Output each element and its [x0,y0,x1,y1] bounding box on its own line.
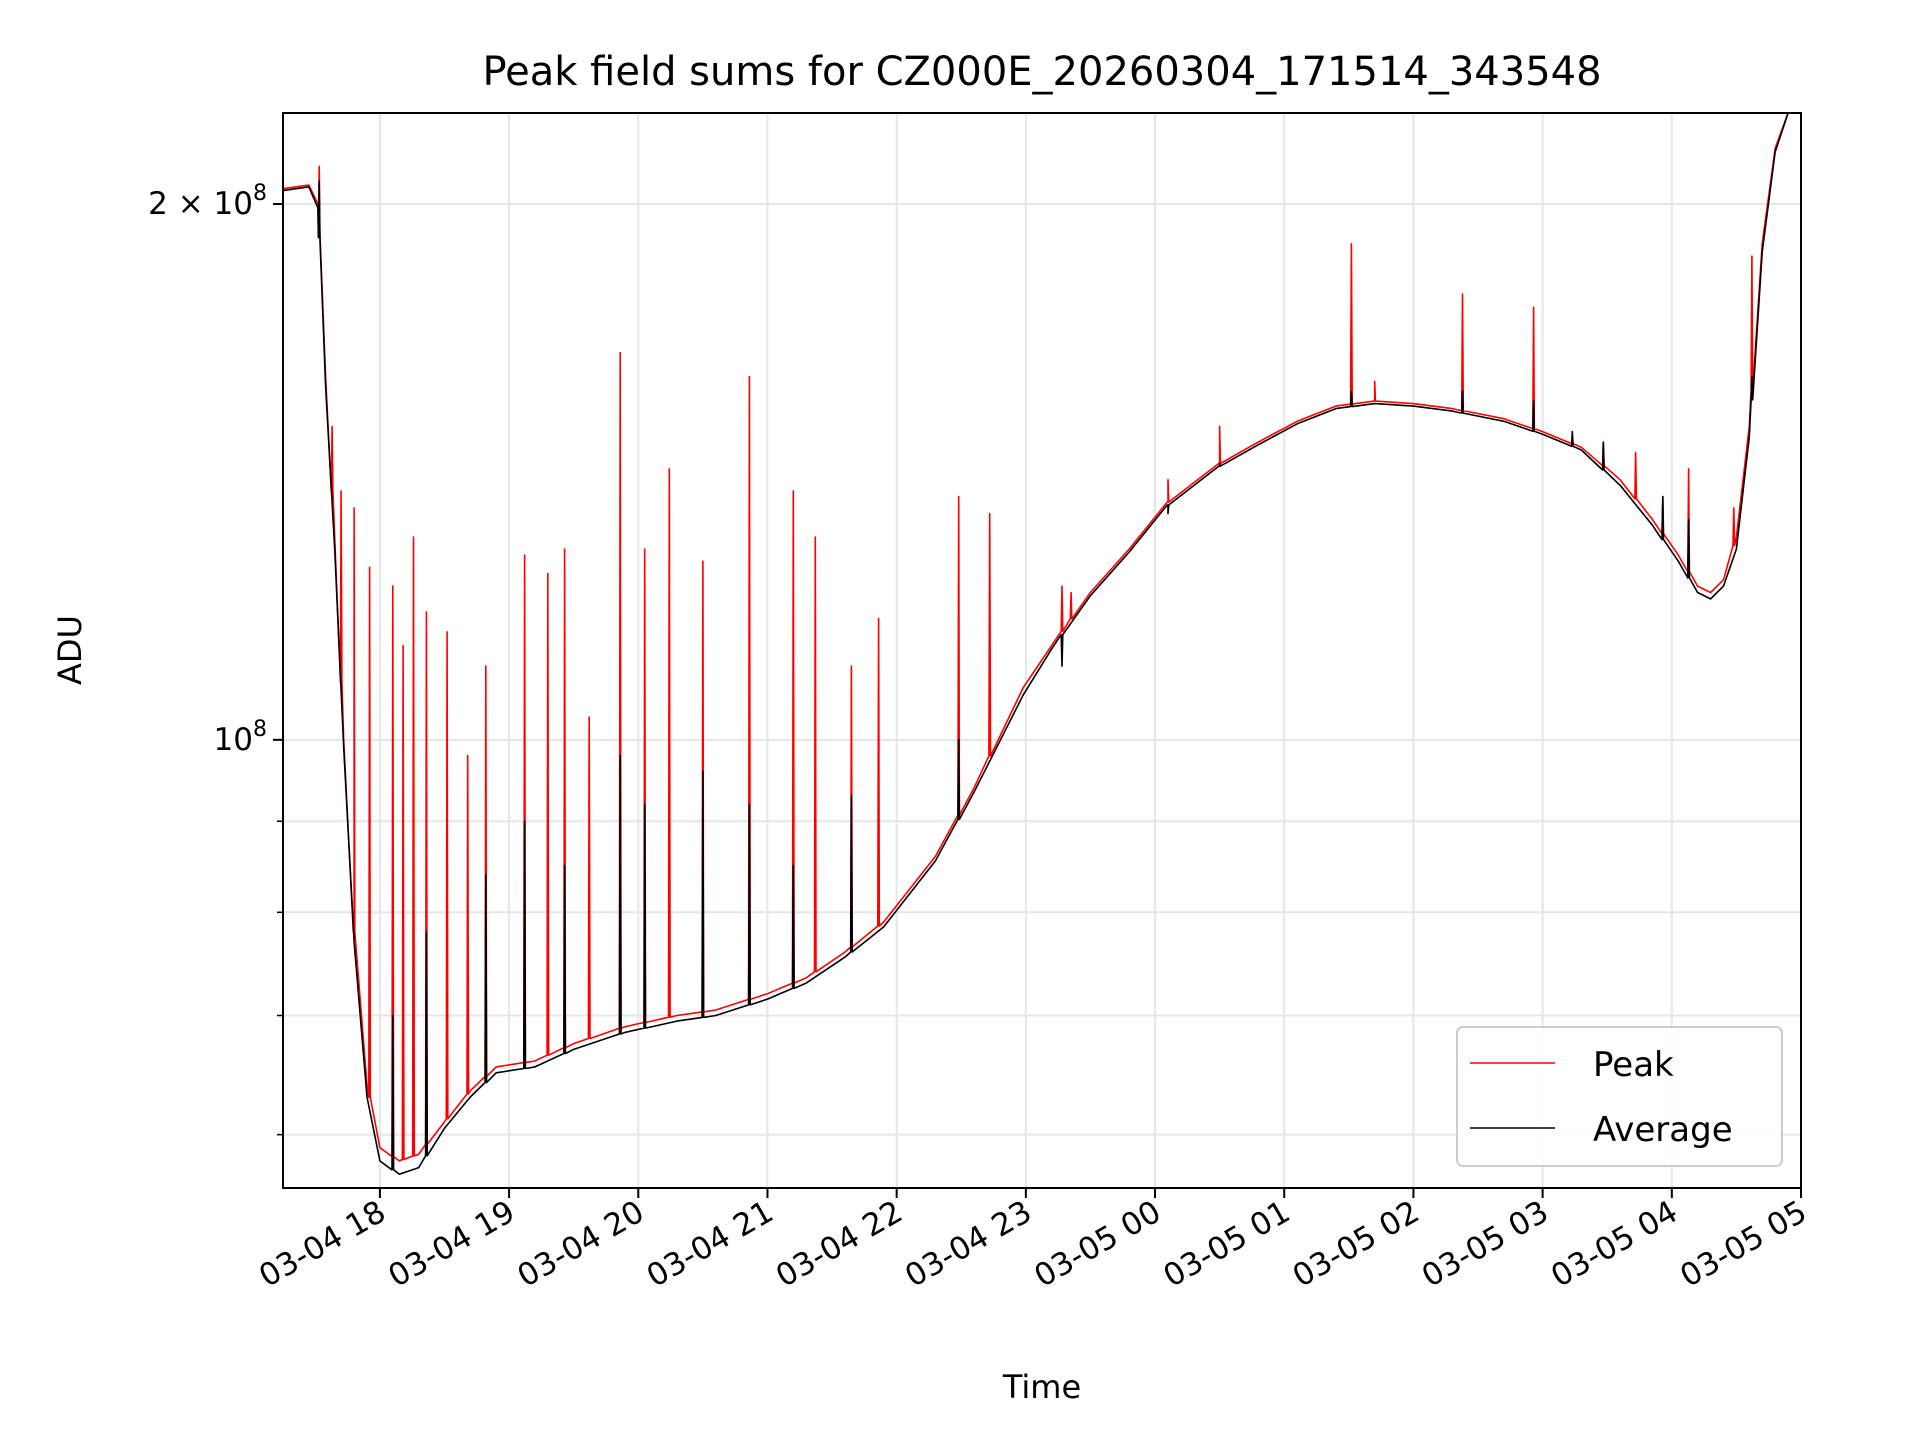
chart-title: Peak field sums for CZ000E_20260304_1715… [482,49,1601,95]
plot-frame [282,112,1802,1189]
series-line-average [282,112,1801,1176]
legend: Peak Average [1456,1026,1783,1167]
legend-box [1456,1026,1783,1167]
y-tick-label: 2 × 108 [148,181,267,222]
y-axis-label: ADU [51,615,89,685]
legend-label-peak: Peak [1593,1045,1674,1085]
x-axis-label: Time [1002,1368,1081,1406]
series-lines [282,112,1801,1176]
grid-lines [283,113,1802,1188]
y-tick-label: 108 [214,717,267,758]
legend-label-average: Average [1593,1110,1733,1150]
series-line-peak [282,112,1801,1162]
